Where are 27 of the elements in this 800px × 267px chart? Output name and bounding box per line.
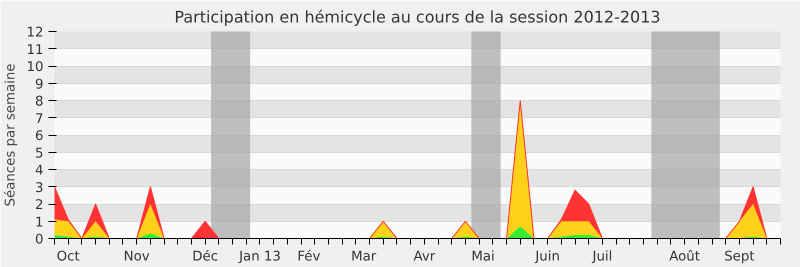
- y-tick-label: 3: [35, 180, 44, 196]
- y-tick-label: 9: [35, 77, 44, 92]
- x-tick-label: Déc: [192, 250, 218, 264]
- x-tick-label: Mar: [351, 250, 377, 264]
- y-tick-label: 12: [26, 26, 44, 40]
- x-tick-label: Juil: [592, 250, 612, 264]
- x-tick-label: Juin: [534, 250, 560, 264]
- y-tick-label: 4: [35, 164, 44, 178]
- x-tick-label: Août: [669, 250, 700, 264]
- y-tick-label: 5: [35, 146, 44, 162]
- x-tick-label: Jan 13: [238, 250, 281, 264]
- x-tick-label: Sept: [724, 250, 755, 264]
- x-tick-label: Mai: [471, 250, 495, 264]
- y-tick-label: 10: [26, 60, 44, 75]
- y-tick-label: 1: [35, 215, 44, 230]
- x-tick-label: Avr: [413, 250, 436, 264]
- y-tick-label: 2: [35, 198, 44, 213]
- y-axis-title: Séances par semaine: [4, 64, 19, 206]
- y-tick-label: 11: [26, 42, 44, 58]
- x-tick-label: Fév: [297, 250, 321, 264]
- x-tick-label: Oct: [56, 250, 80, 264]
- y-tick-label: 8: [35, 94, 44, 110]
- y-tick-label: 6: [35, 129, 44, 144]
- y-tick-label: 7: [35, 112, 44, 127]
- chart-title: Participation en hémicycle au cours de la session 2012-2013: [174, 8, 661, 26]
- y-tick-label: 0: [35, 232, 44, 248]
- x-tick-label: Nov: [124, 250, 150, 264]
